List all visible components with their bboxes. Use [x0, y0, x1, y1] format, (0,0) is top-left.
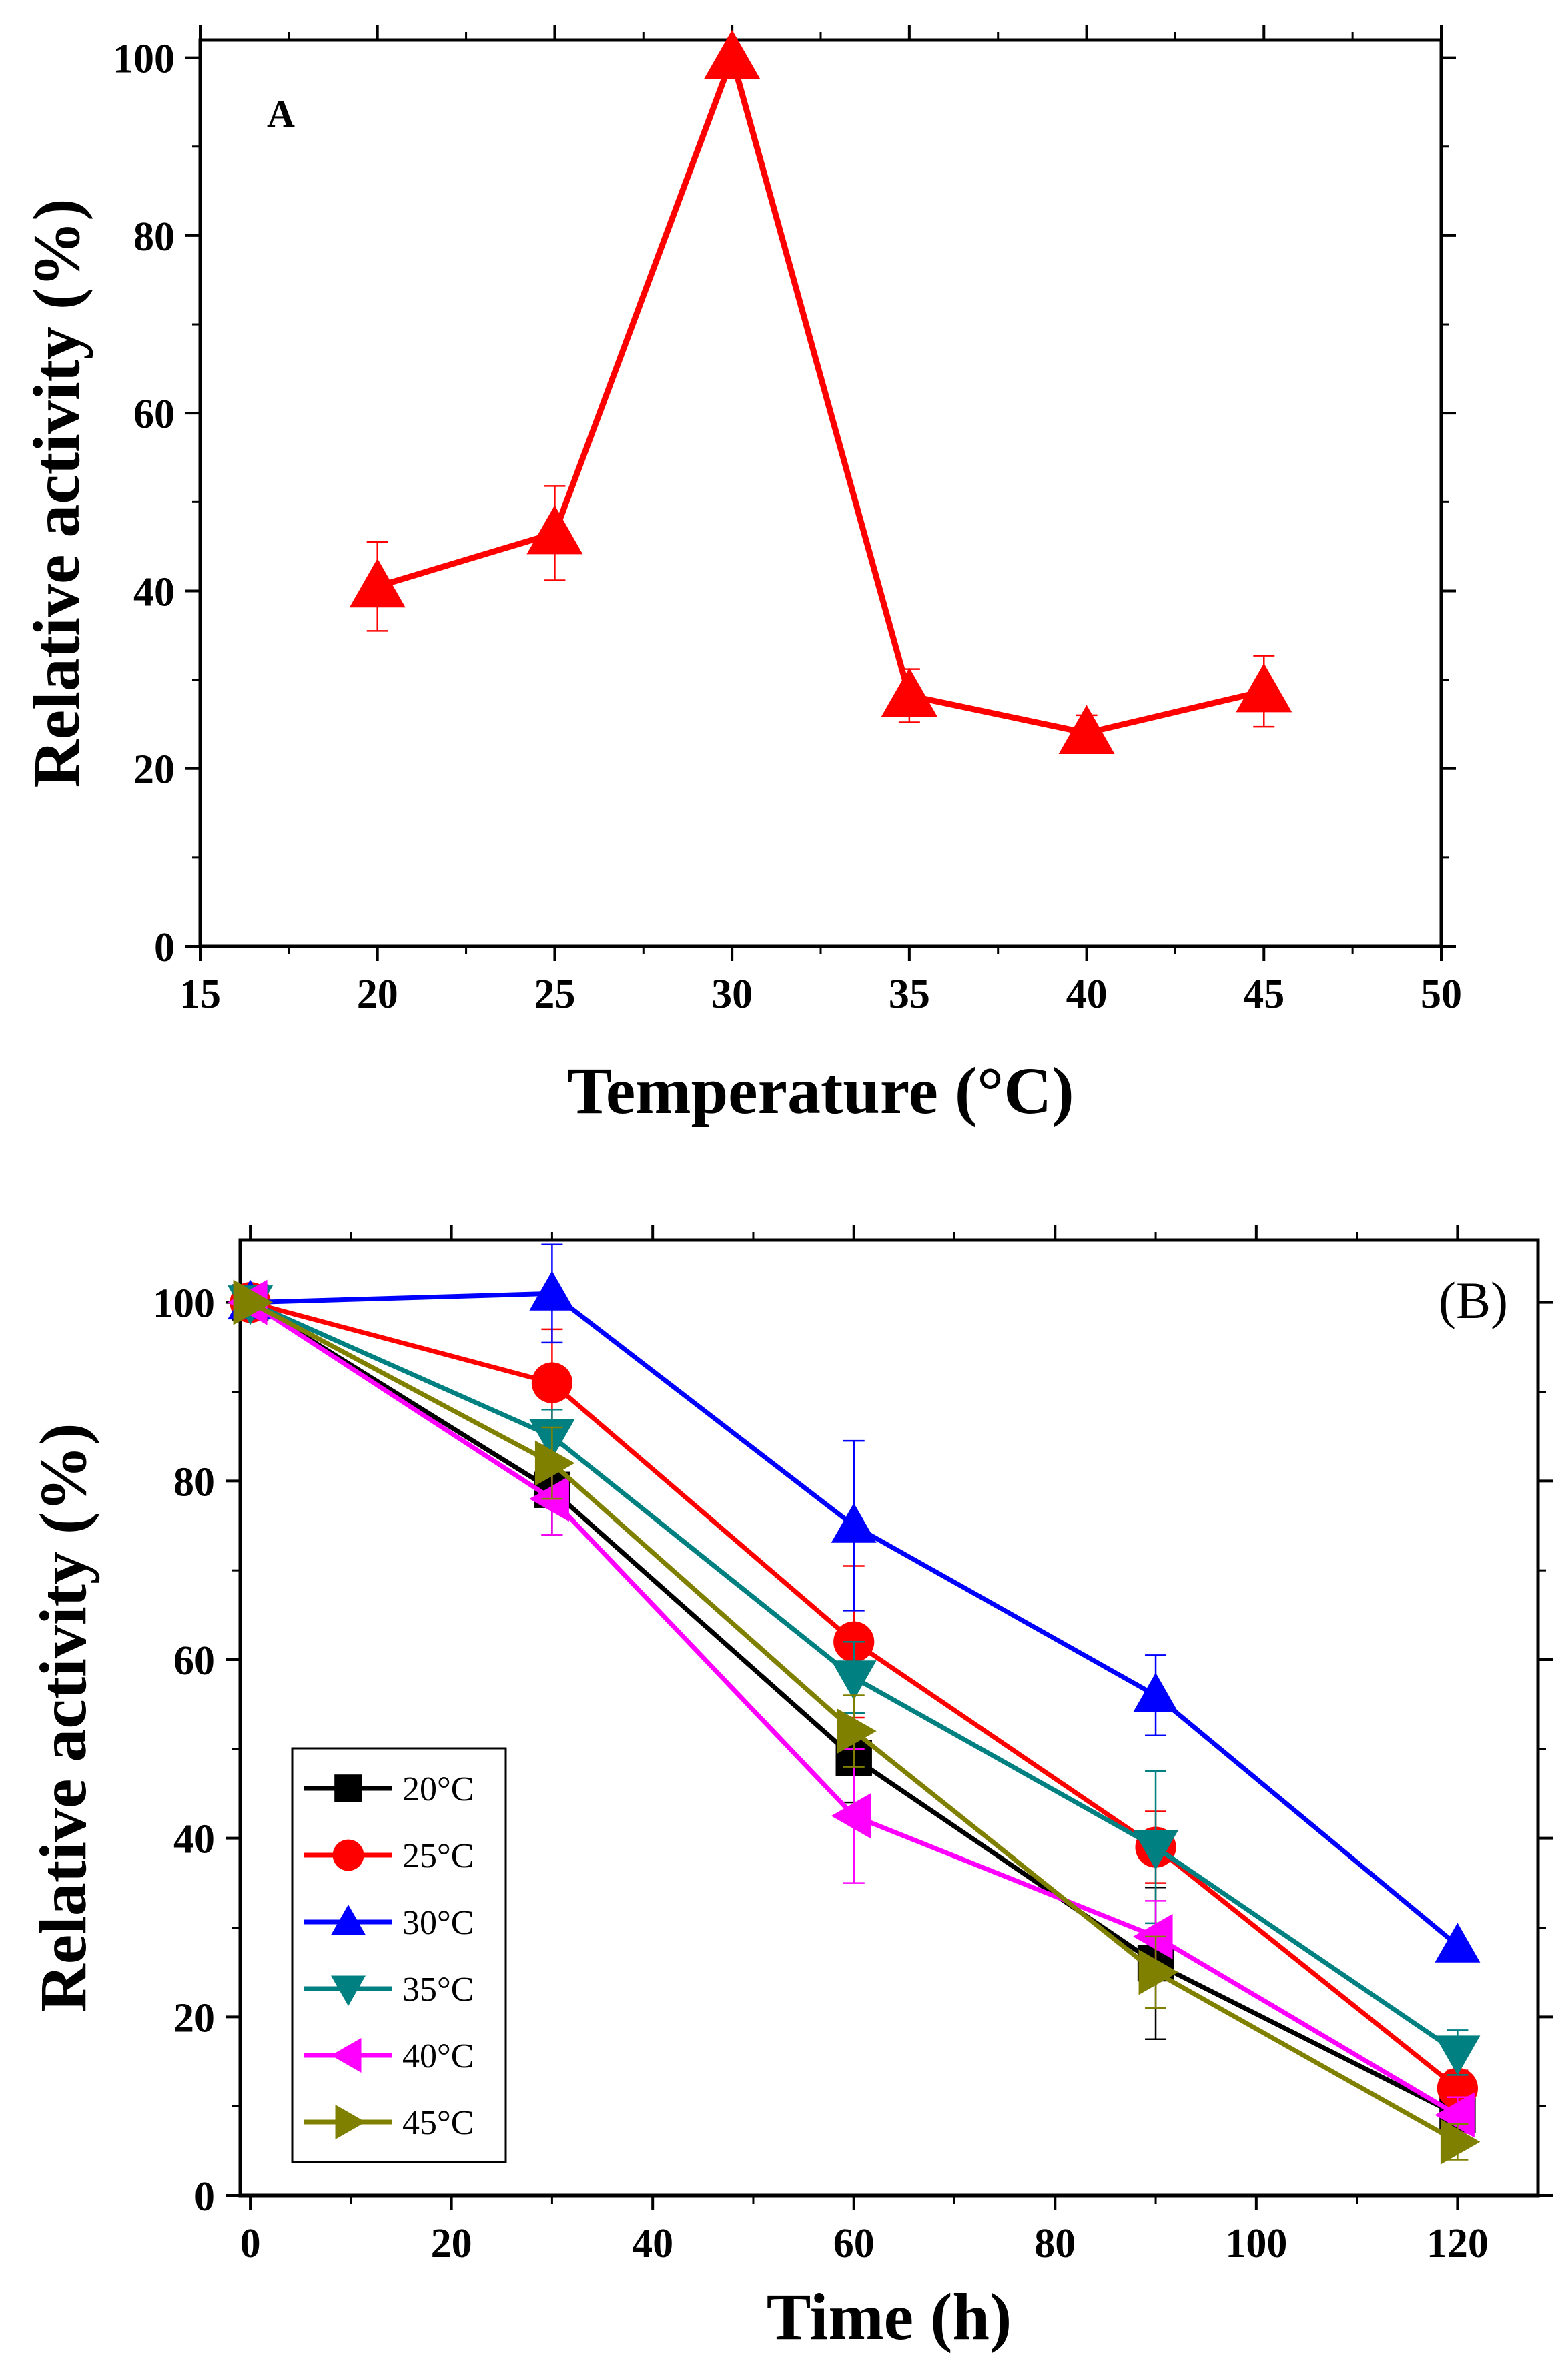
data-point [1133, 1830, 1179, 1871]
y-axis-title: Relative activity (%) [19, 198, 93, 787]
x-tick-label: 80 [1034, 2221, 1076, 2266]
x-tick-label: 20 [357, 972, 398, 1017]
legend-label: 35°C [402, 1971, 474, 2009]
data-point [233, 1279, 274, 1325]
x-tick-label: 40 [1066, 972, 1108, 1017]
data-point [831, 1503, 877, 1543]
data-point [831, 1660, 877, 1700]
legend-marker [331, 1905, 366, 1935]
data-point [1435, 2092, 1475, 2138]
legend-marker [331, 1975, 366, 2006]
x-tick-label: 15 [179, 972, 221, 1017]
y-tick-label: 100 [113, 37, 175, 82]
y-tick-label: 0 [154, 925, 175, 970]
x-axis-title: Time (h) [767, 2280, 1012, 2354]
data-point [881, 667, 937, 717]
y-tick-label: 80 [173, 1459, 215, 1505]
y-tick-label: 20 [173, 1995, 215, 2041]
legend-label: 20°C [402, 1770, 474, 1808]
y-tick-label: 60 [173, 1638, 215, 1684]
x-tick-label: 0 [240, 2221, 261, 2266]
data-point [1435, 1923, 1481, 1963]
legend-frame [291, 1747, 507, 2163]
legend-label: 30°C [402, 1904, 474, 1942]
x-axis-title: Temperature (°C) [567, 1054, 1074, 1128]
y-tick-label: 20 [133, 747, 175, 793]
data-point [1133, 1672, 1179, 1713]
y-tick-label: 60 [133, 392, 175, 437]
plot-frame [198, 38, 1443, 948]
x-tick-label: 100 [1225, 2221, 1287, 2266]
y-tick-label: 100 [153, 1281, 215, 1327]
data-point [1435, 2035, 1481, 2075]
legend-marker [335, 2105, 366, 2139]
x-tick-label: 50 [1421, 972, 1462, 1017]
legend-label: 25°C [402, 1837, 474, 1875]
data-point [1236, 663, 1292, 713]
data-point [1058, 705, 1115, 754]
legend: 20°C 25°C 30°C 35°C 40°C 45°C [291, 1747, 507, 2163]
x-tick-label: 35 [889, 972, 930, 1017]
panel-label: (B) [1439, 1271, 1508, 1329]
data-point [837, 1708, 877, 1754]
series-line [376, 48, 1265, 737]
data-point [529, 1271, 575, 1311]
legend-label: 40°C [402, 2037, 474, 2075]
x-tick-label: 120 [1427, 2221, 1489, 2266]
data-point [531, 1362, 573, 1403]
panel-a: 15 20 25 30 35 40 45 50 0 20 40 60 80 100 Temperature … [19, 25, 1462, 1128]
legend-marker [331, 2038, 362, 2073]
y-tick-label: 40 [133, 569, 175, 615]
x-tick-label: 30 [711, 972, 753, 1017]
legend-marker [332, 1839, 364, 1871]
data-point [704, 29, 761, 79]
data-point [1138, 1949, 1179, 1995]
x-tick-label: 45 [1243, 972, 1284, 1017]
y-tick-label: 40 [173, 1817, 215, 1863]
legend-label: 45°C [402, 2104, 474, 2142]
data-point [534, 1440, 575, 1486]
data-point [1440, 2119, 1481, 2165]
panel-label: A [267, 92, 295, 135]
x-tick-label: 25 [534, 972, 575, 1017]
plot-frame [238, 1238, 1540, 2198]
data-point [831, 1793, 871, 1839]
panel-b: 0 20 40 60 80 100 120 0 20 40 60 80 100 Time (h) Relat… [26, 1225, 1553, 2354]
y-tick-label: 80 [133, 214, 175, 260]
x-tick-label: 60 [833, 2221, 875, 2266]
y-tick-label: 0 [194, 2174, 215, 2220]
y-axis-title: Relative activity (%) [26, 1423, 100, 2012]
x-tick-label: 40 [632, 2221, 673, 2266]
legend-marker [334, 1774, 362, 1802]
series-Relativeactivity [349, 29, 1292, 754]
series-45C [233, 1279, 1481, 2165]
x-tick-label: 20 [431, 2221, 472, 2266]
data-point [526, 504, 583, 555]
data-point [349, 558, 406, 608]
